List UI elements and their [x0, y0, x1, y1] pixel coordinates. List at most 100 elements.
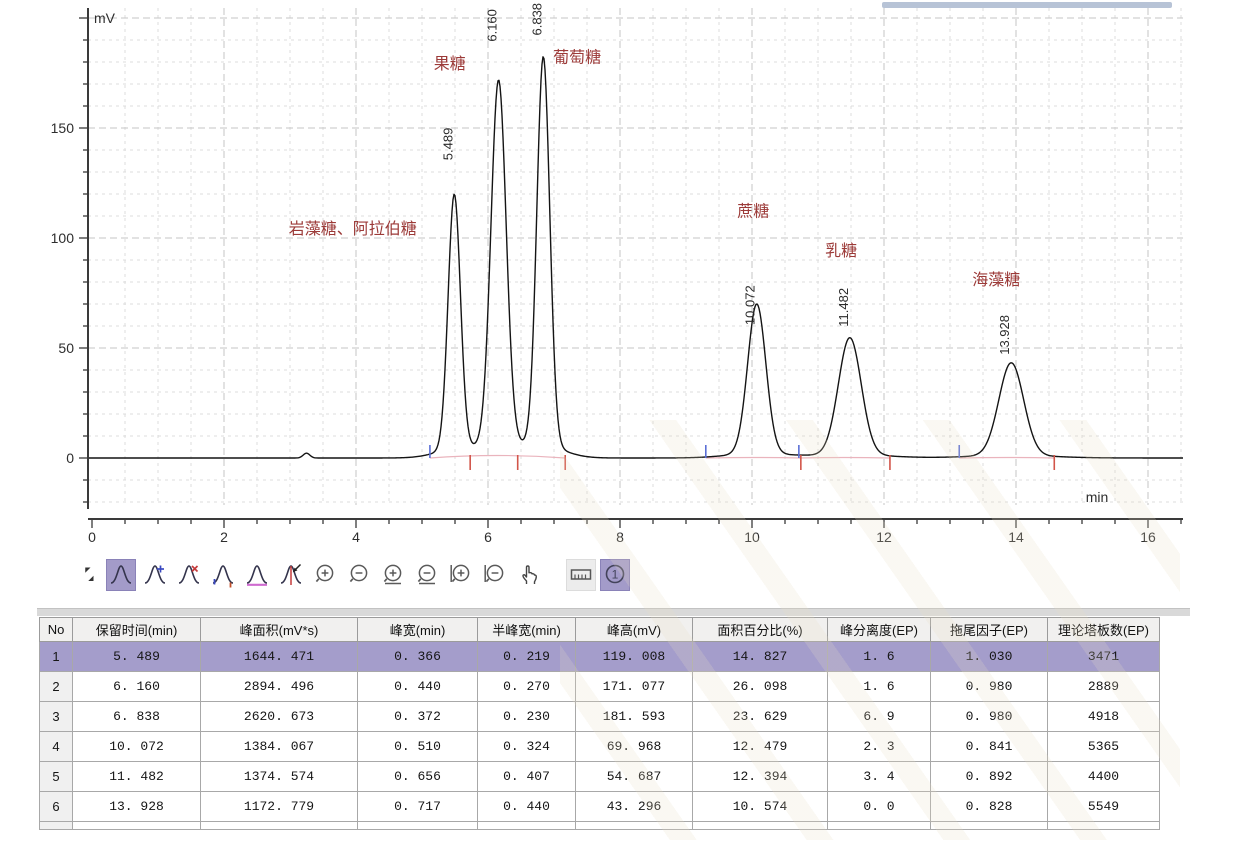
value-cell[interactable]: 5365 [1047, 731, 1160, 762]
value-cell[interactable]: 54. 687 [575, 761, 693, 792]
value-cell[interactable]: 0. 407 [477, 761, 576, 792]
value-cell[interactable]: 2894. 496 [200, 671, 358, 702]
toolbar-add-peak-button[interactable] [140, 559, 170, 591]
value-cell[interactable]: 13. 928 [72, 791, 201, 822]
value-cell[interactable]: 2620. 673 [200, 701, 358, 732]
value-cell[interactable]: 10. 574 [692, 791, 828, 822]
value-cell[interactable]: 0. 0 [827, 791, 931, 822]
toolbar-zoom-out-y-button[interactable] [412, 559, 442, 591]
x-tick-label: 8 [616, 529, 624, 545]
x-tick-label: 6 [484, 529, 492, 545]
toolbar-split-peak-button[interactable] [276, 559, 306, 591]
value-cell[interactable]: 1. 6 [827, 641, 931, 672]
value-cell[interactable]: 1374. 574 [200, 761, 358, 792]
x-tick-label: 14 [1008, 529, 1024, 545]
value-cell[interactable]: 171. 077 [575, 671, 693, 702]
value-cell[interactable]: 0. 324 [477, 731, 576, 762]
row-number-cell[interactable]: 5 [39, 761, 73, 792]
table-row-3[interactable]: 3 6. 838 2620. 673 0. 372 0. 230 181. 593 23. … [39, 701, 1160, 732]
value-cell[interactable]: 0. 717 [357, 791, 478, 822]
value-cell[interactable]: 0. 440 [357, 671, 478, 702]
value-cell[interactable]: 181. 593 [575, 701, 693, 732]
value-cell[interactable]: 0. 372 [357, 701, 478, 732]
value-cell[interactable]: 6. 838 [72, 701, 201, 732]
fitted-baselines [429, 454, 1055, 459]
value-cell[interactable]: 1. 030 [930, 641, 1048, 672]
value-cell[interactable]: 4400 [1047, 761, 1160, 792]
value-cell[interactable]: 43. 296 [575, 791, 693, 822]
value-cell[interactable]: 3. 4 [827, 761, 931, 792]
column-header-9[interactable]: 理论塔板数(EP) [1047, 617, 1160, 642]
value-cell[interactable]: 26. 098 [692, 671, 828, 702]
value-cell[interactable]: 0. 510 [357, 731, 478, 762]
value-cell[interactable]: 0. 980 [930, 671, 1048, 702]
row-number-cell[interactable]: 4 [39, 731, 73, 762]
value-cell[interactable]: 0. 828 [930, 791, 1048, 822]
value-cell[interactable]: 12. 479 [692, 731, 828, 762]
y-tick-label: 0 [66, 450, 74, 466]
column-header-2[interactable]: 峰面积(mV*s) [200, 617, 358, 642]
value-cell[interactable]: 0. 219 [477, 641, 576, 672]
value-cell[interactable]: 0. 366 [357, 641, 478, 672]
value-cell[interactable]: 6. 160 [72, 671, 201, 702]
column-header-4[interactable]: 半峰宽(min) [477, 617, 576, 642]
toolbar-baseline-button[interactable] [242, 559, 272, 591]
column-header-7[interactable]: 峰分离度(EP) [827, 617, 931, 642]
toolbar-zoom-in-y-button[interactable] [378, 559, 408, 591]
table-row-5[interactable]: 5 11. 482 1374. 574 0. 656 0. 407 54. 687 12. … [39, 761, 1160, 792]
value-cell[interactable]: 1644. 471 [200, 641, 358, 672]
toolbar-zoom-out-button[interactable] [344, 559, 374, 591]
row-number-cell[interactable]: 2 [39, 671, 73, 702]
value-cell[interactable]: 0. 841 [930, 731, 1048, 762]
value-cell[interactable]: 4918 [1047, 701, 1160, 732]
row-number-cell[interactable]: 3 [39, 701, 73, 732]
toolbar-delete-peak-button[interactable] [174, 559, 204, 591]
toolbar-zoom-out-x-button[interactable] [480, 559, 510, 591]
value-cell[interactable]: 0. 270 [477, 671, 576, 702]
empty-cell [477, 821, 576, 830]
value-cell[interactable]: 3471 [1047, 641, 1160, 672]
value-cell[interactable]: 5. 489 [72, 641, 201, 672]
value-cell[interactable]: 1384. 067 [200, 731, 358, 762]
table-row-4[interactable]: 4 10. 072 1384. 067 0. 510 0. 324 69. 968 12. … [39, 731, 1160, 762]
value-cell[interactable]: 0. 656 [357, 761, 478, 792]
toolbar-zoom-in-button[interactable] [310, 559, 340, 591]
value-cell[interactable]: 0. 892 [930, 761, 1048, 792]
value-cell[interactable]: 0. 230 [477, 701, 576, 732]
column-header-1[interactable]: 保留时间(min) [72, 617, 201, 642]
table-row-1[interactable]: 1 5. 489 1644. 471 0. 366 0. 219 119. 008 14. … [39, 641, 1160, 672]
value-cell[interactable]: 14. 827 [692, 641, 828, 672]
table-row-6[interactable]: 6 13. 928 1172. 779 0. 717 0. 440 43. 296 10. … [39, 791, 1160, 822]
value-cell[interactable]: 12. 394 [692, 761, 828, 792]
table-row-2[interactable]: 2 6. 160 2894. 496 0. 440 0. 270 171. 077 26. … [39, 671, 1160, 702]
toolbar-info-1-button[interactable]: 1 [600, 559, 630, 591]
toolbar-zoom-in-x-button[interactable] [446, 559, 476, 591]
row-number-cell[interactable]: 1 [39, 641, 73, 672]
value-cell[interactable]: 119. 008 [575, 641, 693, 672]
toolbar-fit-view-button[interactable] [82, 559, 102, 591]
value-cell[interactable]: 2. 3 [827, 731, 931, 762]
column-header-5[interactable]: 峰高(mV) [575, 617, 693, 642]
value-cell[interactable]: 2889 [1047, 671, 1160, 702]
column-header-3[interactable]: 峰宽(min) [357, 617, 478, 642]
toolbar-peak-button[interactable] [106, 559, 136, 591]
toolbar-manual-peak-button[interactable] [208, 559, 238, 591]
value-cell[interactable]: 0. 980 [930, 701, 1048, 732]
column-header-6[interactable]: 面积百分比(%) [692, 617, 828, 642]
toolbar-pan-hand-button[interactable] [514, 559, 544, 591]
row-number-cell[interactable]: 6 [39, 791, 73, 822]
chart-toolbar: 1 [82, 556, 630, 594]
value-cell[interactable]: 23. 629 [692, 701, 828, 732]
column-header-0[interactable]: No [39, 617, 73, 642]
value-cell[interactable]: 5549 [1047, 791, 1160, 822]
value-cell[interactable]: 10. 072 [72, 731, 201, 762]
value-cell[interactable]: 1172. 779 [200, 791, 358, 822]
value-cell[interactable]: 1. 6 [827, 671, 931, 702]
value-cell[interactable]: 6. 9 [827, 701, 931, 732]
toolbar-measure-ruler-button[interactable] [566, 559, 596, 591]
value-cell[interactable]: 69. 968 [575, 731, 693, 762]
value-cell[interactable]: 11. 482 [72, 761, 201, 792]
value-cell[interactable]: 0. 440 [477, 791, 576, 822]
chromatogram-plot[interactable]: 0 50 100 150 mV 0 2 4 6 8 10 12 14 16 min 5.489 6.160 6.8… [0, 0, 1247, 556]
column-header-8[interactable]: 拖尾因子(EP) [930, 617, 1048, 642]
